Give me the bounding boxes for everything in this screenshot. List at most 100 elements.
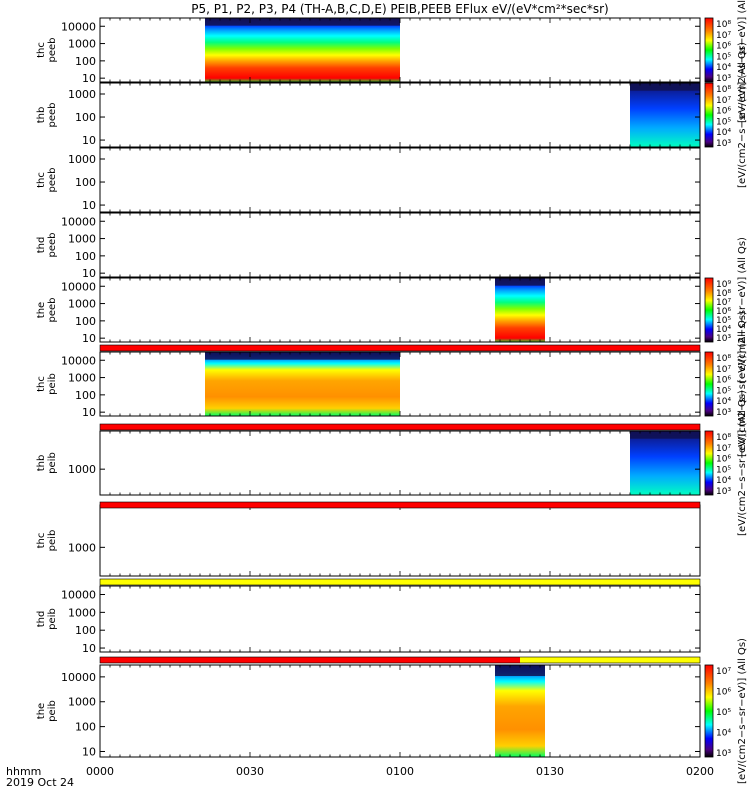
panel-thc-peib: 10000 1000 100 10 thcpeib — [36, 351, 701, 419]
data-segment-top-band — [205, 18, 400, 26]
flag-bar-frame — [99, 423, 701, 431]
colorbar-tick-label: 10⁵ — [716, 316, 731, 326]
colorbar-tick-label: 10⁵ — [716, 117, 731, 127]
colorbar-label: [eV/(cm2−s−sr−eV)] (All Qs) — [737, 237, 748, 383]
flag-bar-frame — [99, 344, 701, 352]
data-segment-top-band — [630, 431, 700, 439]
colorbar-tick-label: 10⁴ — [716, 325, 731, 335]
colorbar-tick-label: 10⁷ — [716, 31, 731, 41]
panel-y-label: thcpeeb — [36, 38, 58, 63]
y-tick-label: 10000 — [61, 671, 96, 684]
y-tick-label: 1000 — [68, 88, 96, 101]
colorbar-tick-label: 10⁸ — [716, 85, 731, 95]
colorbar-tick-label: 10⁷ — [716, 444, 731, 454]
panel-y-label: thepeib — [36, 700, 58, 722]
y-tick-label: 100 — [75, 55, 96, 68]
time-axis-corner-label: hhmm — [6, 765, 41, 778]
data-segment-top-band — [205, 352, 400, 360]
colorbar-gradient — [704, 351, 714, 417]
panel-thb-peib: 1000 thbpeib — [36, 430, 701, 496]
y-tick-label: 1000 — [68, 38, 96, 51]
colorbar-gradient — [704, 277, 714, 343]
panel-frame — [99, 82, 701, 148]
panel-frame — [99, 147, 701, 213]
y-tick-label: 100 — [75, 111, 96, 124]
colorbar-tick-label: 10⁵ — [716, 465, 731, 475]
panel-y-label: thdpeib — [36, 608, 58, 630]
y-tick-label: 10 — [82, 72, 96, 85]
y-tick-label: 10 — [82, 642, 96, 655]
y-tick-label: 10 — [82, 406, 96, 419]
y-tick-label: 10000 — [61, 589, 96, 602]
colorbar-tick-label: 10⁶ — [716, 688, 731, 698]
data-segment — [495, 665, 545, 757]
figure-title: P5, P1, P2, P3, P4 (TH-A,B,C,D,E) PEIB,P… — [191, 2, 608, 16]
colorbar-tick-label: 10⁶ — [716, 455, 731, 465]
time-tick-label: 0000 — [86, 765, 114, 778]
colorbar-tick-label: 10⁵ — [716, 708, 731, 718]
colorbar-tick-label: 10³ — [716, 749, 731, 759]
colorbar-tick-label: 10⁴ — [716, 397, 731, 407]
data-segment-top-band — [630, 83, 700, 91]
data-segment — [205, 352, 400, 416]
panel-frame — [99, 504, 701, 577]
colorbar-label: [eV/(cm2−s−sr−eV)] (All Qs) — [737, 311, 748, 457]
time-axis-date-label: 2019 Oct 24 — [6, 776, 74, 789]
panels-group: 10000 1000 100 10 thcpeeb 1000 100 10 thbpeeb 100… — [36, 17, 701, 758]
time-tick-label: 0200 — [686, 765, 714, 778]
y-tick-label: 100 — [75, 176, 96, 189]
colorbar-label: [eV/(cm2−s−sr−eV)] (All Qs) — [737, 638, 748, 784]
y-tick-label: 10 — [82, 134, 96, 147]
y-tick-label: 10000 — [61, 215, 96, 228]
flag-bar-red — [100, 424, 700, 430]
colorbar-label: [eV/(cm2−s−sr−eV)] (All Qs) — [737, 0, 748, 123]
data-segment — [630, 431, 700, 495]
colorbar-tick-label: 10⁴ — [716, 729, 731, 739]
panel-frame — [99, 430, 701, 496]
colorbar-tick-label: 10⁸ — [716, 433, 731, 443]
colorbar-tick-label: 10⁶ — [716, 107, 731, 117]
colorbar-gradient — [704, 17, 714, 83]
colorbar-tick-label: 10⁴ — [716, 63, 731, 73]
time-tick-label: 0100 — [386, 765, 414, 778]
colorbar-tick-label: 10⁴ — [716, 128, 731, 138]
colorbar-tick-label: 10⁵ — [716, 52, 731, 62]
y-tick-label: 10 — [82, 267, 96, 280]
time-tick-label: 0030 — [236, 765, 264, 778]
colorbar: 10⁷ 10⁶ 10⁵ 10⁴ 10³ [eV/(cm2−s−sr−eV)] (All Q… — [704, 638, 748, 784]
colorbar-tick-label: 10⁸ — [716, 289, 731, 299]
panel-y-label: thbpeeb — [36, 103, 58, 128]
time-axis: hhmm 2019 Oct 24 0000 0030 0100 0130 0200 — [6, 765, 714, 789]
panel-y-label: thbpeib — [36, 452, 58, 474]
y-tick-label: 100 — [75, 389, 96, 402]
y-tick-label: 1000 — [68, 696, 96, 709]
y-tick-label: 100 — [75, 624, 96, 637]
colorbar-gradient — [704, 82, 714, 148]
panel-y-label: thepeeb — [36, 298, 58, 323]
panel-frame — [99, 277, 701, 343]
colorbar-tick-label: 10⁹ — [716, 280, 731, 290]
colorbar-tick-label: 10³ — [716, 139, 731, 149]
y-tick-label: 10 — [82, 332, 96, 345]
panel-y-label: thcpeeb — [36, 168, 58, 193]
flag-bars-group — [99, 344, 701, 664]
colorbar-gradient — [704, 664, 714, 758]
panel-thd-peib: 10000 1000 100 10 thdpeib — [36, 585, 701, 655]
y-tick-label: 1000 — [68, 463, 96, 476]
panel-frame — [99, 585, 701, 653]
data-segment — [630, 83, 700, 147]
colorbar-tick-label: 10⁶ — [716, 42, 731, 52]
y-tick-label: 100 — [75, 250, 96, 263]
panel-frame — [99, 212, 701, 278]
y-tick-label: 100 — [75, 721, 96, 734]
colorbar-tick-label: 10⁸ — [716, 20, 731, 30]
flag-bar-red — [100, 345, 700, 351]
colorbar-tick-label: 10⁷ — [716, 365, 731, 375]
y-tick-label: 10 — [82, 199, 96, 212]
colorbar-tick-label: 10⁶ — [716, 307, 731, 317]
panel-frame — [99, 664, 701, 758]
